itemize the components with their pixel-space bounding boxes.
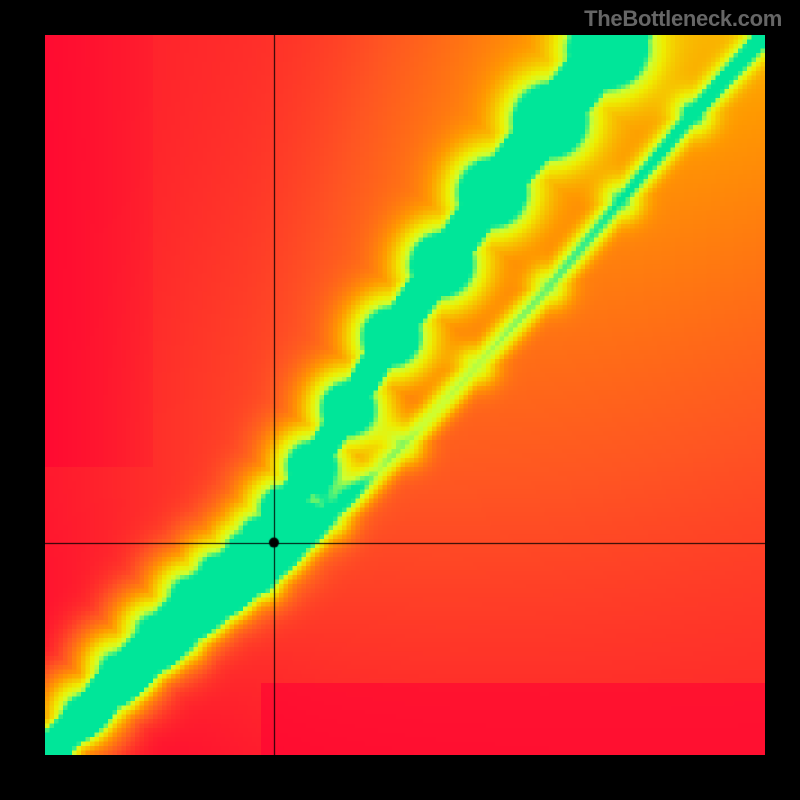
watermark-label: TheBottleneck.com [584, 6, 782, 32]
crosshair-overlay [45, 35, 765, 755]
